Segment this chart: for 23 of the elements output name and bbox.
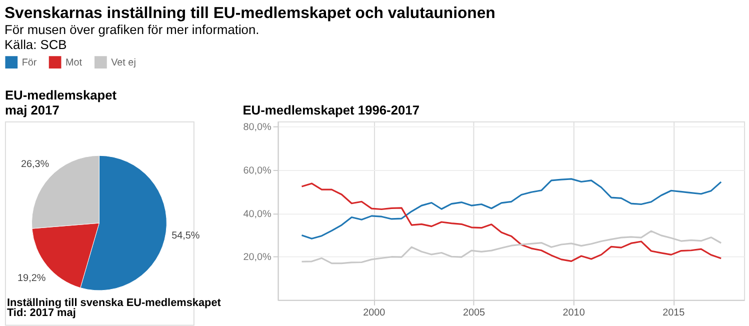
data-label: 54,5%: [172, 230, 200, 242]
x-tick-label: 2010: [562, 307, 586, 318]
text: För musen över grafiken för mer information.: [4, 22, 260, 38]
y-tick-label: 60,0%: [243, 166, 272, 177]
y-tick-label: 20,0%: [243, 252, 272, 264]
data-label: 26,3%: [20, 158, 50, 170]
line-series: [300, 182, 722, 262]
x-tick-label: 2005: [462, 307, 486, 318]
text: Svenskarnas inställning till EU-medlemskapet och valutaunionen: [4, 5, 496, 22]
x-tick-label: 2000: [363, 307, 386, 318]
line-series: [300, 178, 722, 240]
x-tick-label: 2015: [662, 307, 686, 318]
y-tick-label: 80,0%: [243, 122, 272, 134]
data-label: 19,2%: [18, 273, 46, 284]
legend-label: Mot: [65, 57, 82, 68]
text: Inställning till svenska EU-medlemskapet: [6, 296, 222, 309]
legend-label: För: [22, 57, 38, 68]
text: Källa: SCB: [4, 36, 67, 52]
legend-label: Vet ej: [111, 57, 136, 68]
line-series: [300, 230, 722, 264]
chart-title: EU-medlemskapet 1996-2017: [242, 102, 420, 118]
y-tick-label: 40,0%: [243, 208, 272, 220]
text: EU-medlemskapet maj 2017: [4, 88, 118, 118]
